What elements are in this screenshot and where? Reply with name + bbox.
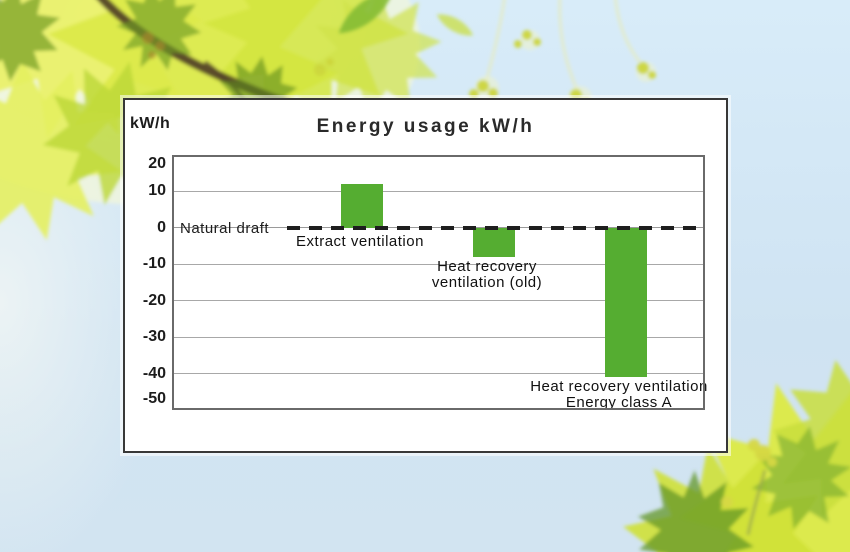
baseline-label: Natural draft [180,219,270,237]
bar-heat-recovery-ventilation-old [473,227,515,257]
bars [172,155,705,410]
zero-dashed-line [287,225,705,230]
maple-leaves-bottom-right [613,332,850,552]
chart-panel: kW/h Energy usage kW/h 20 10 0 -10 -20 -30 -40… [123,98,728,453]
y-tick-0: 0 [157,218,166,236]
category-label-extract-ventilation: Extract ventilation [296,232,424,250]
chart-title: Energy usage kW/h [316,116,535,137]
seed-cluster [142,32,165,59]
y-tick--30: -30 [142,328,166,346]
y-tick-20: 20 [148,155,166,172]
y-tick--50: -50 [142,390,166,407]
y-tick--10: -10 [142,255,166,273]
gridline--30 [172,336,705,338]
y-tick--40: -40 [142,364,166,382]
bud-cluster [721,439,777,508]
category-labels: Extract ventilation Heat recovery ventilat… [172,155,707,410]
bar-heat-recovery-ventilation-energy-class-a [605,227,647,378]
y-tick--20: -20 [142,291,166,309]
twig [746,469,767,536]
y-tick-10: 10 [148,182,166,200]
plot-area: Natural draft Extract ventilation Heat re… [172,155,707,411]
gridline--20 [172,300,705,302]
category-label-heat-recovery-ventilation-energy-class-a: Heat recovery ventilation Energy class A [530,378,708,412]
gridline-10 [172,190,705,192]
bar-extract-ventilation [341,184,383,228]
y-axis-unit-label: kW/h [130,115,171,132]
gridline--40 [172,373,705,375]
gridline--10 [172,263,705,265]
y-axis-tick-labels: 20 10 0 -10 -20 -30 -40 -50 [125,100,166,451]
category-label-heat-recovery-ventilation-old: Heat recovery ventilation (old) [431,258,543,291]
